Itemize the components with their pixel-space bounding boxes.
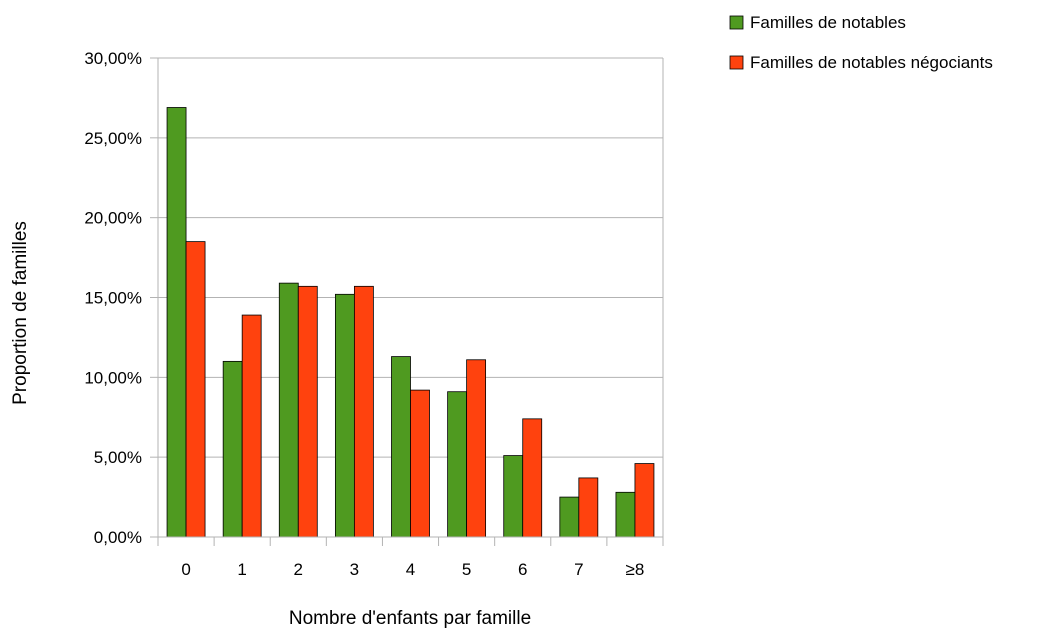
bar-notables-0 — [166, 107, 187, 538]
bar-notables-6 — [503, 455, 524, 538]
legend-label-familles-de-notables: Familles de notables — [750, 13, 906, 32]
x-tick-label: 0 — [181, 560, 190, 579]
x-tick-label: 7 — [574, 560, 583, 579]
y-tick-label: 5,00% — [94, 448, 142, 467]
x-tick-label: ≥8 — [626, 560, 645, 579]
bar-notables-negociants-8 — [634, 463, 655, 538]
legend-label-familles-de-notables-negociants: Familles de notables négociants — [750, 53, 993, 72]
bar-notables-negociants-4 — [410, 389, 430, 538]
y-tick-label: 10,00% — [84, 368, 142, 387]
bar-notables-2 — [278, 282, 299, 538]
bar-notables-negociants-6 — [522, 418, 543, 538]
bar-notables-negociants-5 — [466, 359, 487, 538]
tick-labels: 0,00% 5,00% 10,00% 15,00% 20,00% 25,00% 30,00%… — [84, 49, 644, 579]
x-tick-label: 6 — [518, 560, 527, 579]
legend-swatch-familles-de-notables — [729, 15, 744, 30]
y-axis-title: Proportion de familles — [10, 221, 31, 405]
bars — [166, 107, 655, 538]
x-tick-label: 2 — [294, 560, 303, 579]
x-tick-label: 5 — [462, 560, 471, 579]
y-tick-label: 30,00% — [84, 49, 142, 68]
y-tick-label: 0,00% — [94, 528, 142, 547]
x-tick-label: 4 — [406, 560, 415, 579]
bar-notables-negociants-3 — [353, 285, 374, 538]
bar-notables-4 — [391, 356, 411, 538]
y-tick-label: 15,00% — [84, 289, 142, 308]
bar-notables-negociants-0 — [185, 241, 206, 538]
bar-notables-3 — [334, 293, 355, 538]
bar-notables-8 — [615, 491, 636, 538]
bar-notables-negociants-7 — [578, 477, 599, 538]
axes — [150, 57, 664, 546]
x-tick-label: 3 — [350, 560, 359, 579]
y-tick-label: 20,00% — [84, 209, 142, 228]
bar-notables-7 — [559, 496, 580, 538]
bar-notables-negociants-2 — [297, 285, 318, 538]
y-tick-label: 25,00% — [84, 129, 142, 148]
legend-swatch-familles-de-notables-negociants — [729, 55, 744, 70]
legend: Familles de notables Familles de notable… — [729, 13, 993, 72]
bar-notables-5 — [447, 391, 468, 538]
bar-notables-negociants-1 — [241, 314, 262, 538]
x-axis-title: Nombre d'enfants par famille — [289, 608, 531, 629]
bar-notables-1 — [222, 360, 243, 538]
x-tick-label: 1 — [237, 560, 246, 579]
